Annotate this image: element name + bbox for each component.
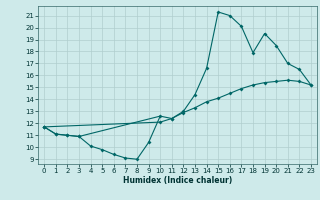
X-axis label: Humidex (Indice chaleur): Humidex (Indice chaleur): [123, 176, 232, 185]
